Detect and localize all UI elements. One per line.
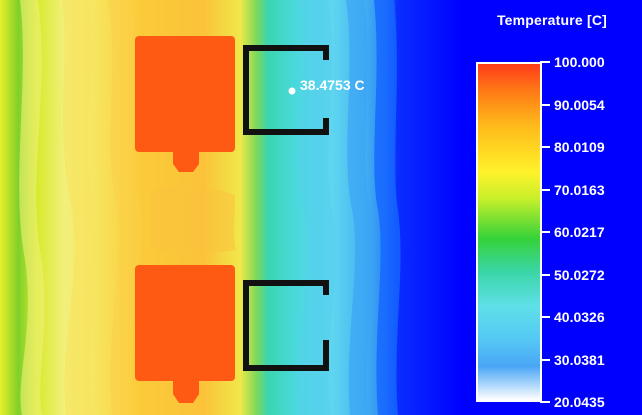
legend-tick-mark — [540, 316, 550, 318]
legend-tick-label: 30.0381 — [554, 351, 605, 368]
legend-tick-mark — [540, 358, 550, 361]
legend-tick-mark — [540, 61, 550, 63]
heat-source-bottom-tip — [173, 394, 199, 403]
heat-source-top-tip — [173, 164, 199, 172]
color-scale-bar — [476, 62, 542, 402]
legend-tick-mark — [540, 401, 550, 403]
legend-tick-mark — [540, 188, 550, 191]
heat-source-bottom — [135, 265, 235, 403]
temperature-legend: Temperature [C] 100.000 90.0054 80.0109 70.… — [462, 0, 642, 415]
legend-tick-label: 80.0109 — [554, 139, 605, 155]
legend-tick-label: 90.0054 — [554, 96, 605, 113]
sensor-frame-top — [243, 45, 329, 135]
contour-bands — [19, 0, 401, 415]
legend-tick-label: 100.000 — [554, 54, 605, 70]
probe-readout: 38.4753 C — [300, 77, 365, 93]
legend-tick-label: 20.0435 — [554, 394, 605, 410]
temperature-field-plot[interactable]: 38.4753 C — [0, 0, 462, 415]
heat-source-bottom-body — [135, 265, 235, 381]
sensor-frame-bottom — [243, 280, 329, 371]
legend-tick-label: 40.0326 — [554, 309, 605, 325]
heat-source-top-tab — [173, 150, 199, 164]
legend-tick-mark — [540, 273, 550, 276]
legend-tick-mark — [540, 231, 550, 233]
legend-title: Temperature [C] — [496, 12, 608, 28]
legend-tick-label: 70.0163 — [554, 181, 605, 198]
probe-marker[interactable] — [288, 87, 296, 95]
legend-tick-label: 50.0272 — [554, 266, 605, 283]
heat-source-bottom-tab — [173, 380, 199, 394]
legend-tick-label: 60.0217 — [554, 224, 605, 240]
legend-tick-mark — [540, 103, 550, 106]
heat-source-top — [135, 36, 235, 172]
legend-tick-mark — [540, 146, 550, 148]
heat-source-top-body — [135, 36, 235, 152]
